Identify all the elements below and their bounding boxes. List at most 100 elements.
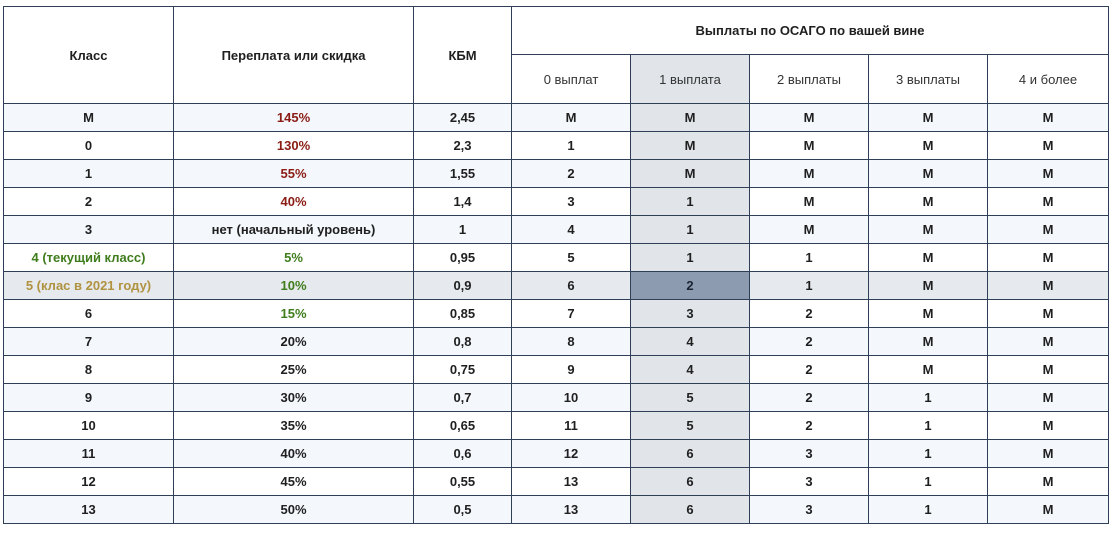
payout-cell-0: M <box>511 103 631 132</box>
payout-cell-0: 13 <box>511 467 631 496</box>
header-payouts-1: 1 выплата <box>630 54 750 104</box>
kbm-cell: 0,95 <box>413 243 512 272</box>
payout-cell-3: M <box>868 159 988 188</box>
payout-cell-4: M <box>987 131 1109 160</box>
kbm-cell: 0,85 <box>413 299 512 328</box>
payout-cell-0: 10 <box>511 383 631 412</box>
payout-cell-2: 1 <box>749 243 869 272</box>
payout-cell-3: M <box>868 271 988 300</box>
payout-cell-0: 6 <box>511 271 631 300</box>
class-cell: 0 <box>3 131 174 160</box>
table-row: 0 130% 2,3 1 M M M M <box>3 131 1109 160</box>
payout-cell-2: M <box>749 187 869 216</box>
kbm-cell: 0,75 <box>413 355 512 384</box>
payout-cell-1: 5 <box>630 411 750 440</box>
discount-cell: 35% <box>173 411 414 440</box>
payout-cell-1: 6 <box>630 495 750 524</box>
table-row: 10 35% 0,65 11 5 2 1 M <box>3 411 1109 440</box>
payout-cell-3: M <box>868 355 988 384</box>
payout-cell-3: M <box>868 131 988 160</box>
payout-cell-1: 1 <box>630 215 750 244</box>
kbm-table: Класс Переплата или скидка КБМ Выплаты п… <box>3 6 1109 524</box>
payout-cell-3: 1 <box>868 439 988 468</box>
payout-cell-4: M <box>987 327 1109 356</box>
payout-cell-2: M <box>749 103 869 132</box>
class-cell: 10 <box>3 411 174 440</box>
payout-cell-4: M <box>987 411 1109 440</box>
class-cell: 11 <box>3 439 174 468</box>
payout-cell-4: M <box>987 271 1109 300</box>
discount-cell: 55% <box>173 159 414 188</box>
header-payouts-group: Выплаты по ОСАГО по вашей вине <box>511 6 1109 55</box>
class-cell: 13 <box>3 495 174 524</box>
table-row: 1 55% 1,55 2 M M M M <box>3 159 1109 188</box>
kbm-cell: 1,4 <box>413 187 512 216</box>
table-row: 4 (текущий класс) 5% 0,95 5 1 1 M M <box>3 243 1109 272</box>
discount-cell: нет (начальный уровень) <box>173 215 414 244</box>
payout-cell-2: 2 <box>749 411 869 440</box>
class-cell: 7 <box>3 327 174 356</box>
payout-cell-4: M <box>987 355 1109 384</box>
kbm-cell: 0,55 <box>413 467 512 496</box>
discount-cell: 50% <box>173 495 414 524</box>
payout-cell-1: 4 <box>630 327 750 356</box>
discount-cell: 45% <box>173 467 414 496</box>
discount-cell: 25% <box>173 355 414 384</box>
table-row: 9 30% 0,7 10 5 2 1 M <box>3 383 1109 412</box>
payout-cell-4: M <box>987 383 1109 412</box>
payout-cell-2: 1 <box>749 271 869 300</box>
kbm-cell: 1,55 <box>413 159 512 188</box>
class-cell: 6 <box>3 299 174 328</box>
payout-cell-0: 13 <box>511 495 631 524</box>
table-row: 5 (клас в 2021 году) 10% 0,9 6 2 1 M M <box>3 271 1109 300</box>
discount-cell: 145% <box>173 103 414 132</box>
kbm-cell: 0,7 <box>413 383 512 412</box>
class-cell: M <box>3 103 174 132</box>
header-payouts-2: 2 выплаты <box>749 54 869 104</box>
payout-cell-1: 4 <box>630 355 750 384</box>
discount-cell: 130% <box>173 131 414 160</box>
payout-cell-3: M <box>868 299 988 328</box>
kbm-cell: 0,6 <box>413 439 512 468</box>
payout-cell-3: 1 <box>868 383 988 412</box>
payout-cell-1: 6 <box>630 467 750 496</box>
table-row: 2 40% 1,4 3 1 M M M <box>3 187 1109 216</box>
payout-cell-1: 6 <box>630 439 750 468</box>
payout-cell-4: M <box>987 187 1109 216</box>
payout-cell-3: M <box>868 187 988 216</box>
class-cell: 1 <box>3 159 174 188</box>
payout-cell-1: 3 <box>630 299 750 328</box>
payout-cell-3: M <box>868 215 988 244</box>
payout-cell-0: 12 <box>511 439 631 468</box>
table-body: M 145% 2,45 M M M M M 0 130% 2,3 1 M M M M 1 55% 1,55 2 M M M M… <box>3 103 1109 524</box>
payout-cell-3: M <box>868 103 988 132</box>
payout-cell-2: 3 <box>749 467 869 496</box>
payout-cell-0: 3 <box>511 187 631 216</box>
payout-cell-3: M <box>868 327 988 356</box>
kbm-cell: 1 <box>413 215 512 244</box>
table-row: 7 20% 0,8 8 4 2 M M <box>3 327 1109 356</box>
payout-cell-3: 1 <box>868 467 988 496</box>
payout-cell-3: M <box>868 243 988 272</box>
payout-cell-3: 1 <box>868 411 988 440</box>
header-payouts-0: 0 выплат <box>511 54 631 104</box>
payout-cell-0: 7 <box>511 299 631 328</box>
class-cell: 4 (текущий класс) <box>3 243 174 272</box>
kbm-cell: 0,9 <box>413 271 512 300</box>
payout-cell-2: M <box>749 159 869 188</box>
payout-cell-0: 4 <box>511 215 631 244</box>
kbm-cell: 2,45 <box>413 103 512 132</box>
kbm-cell: 0,65 <box>413 411 512 440</box>
kbm-cell: 2,3 <box>413 131 512 160</box>
discount-cell: 10% <box>173 271 414 300</box>
kbm-cell: 0,8 <box>413 327 512 356</box>
discount-cell: 40% <box>173 187 414 216</box>
kbm-table-container: Класс Переплата или скидка КБМ Выплаты п… <box>3 6 1109 540</box>
payout-cell-2: 2 <box>749 327 869 356</box>
class-cell: 3 <box>3 215 174 244</box>
discount-cell: 20% <box>173 327 414 356</box>
payout-cell-2: 3 <box>749 439 869 468</box>
table-row: 11 40% 0,6 12 6 3 1 M <box>3 439 1109 468</box>
payout-cell-2: 2 <box>749 355 869 384</box>
payout-cell-2: M <box>749 215 869 244</box>
